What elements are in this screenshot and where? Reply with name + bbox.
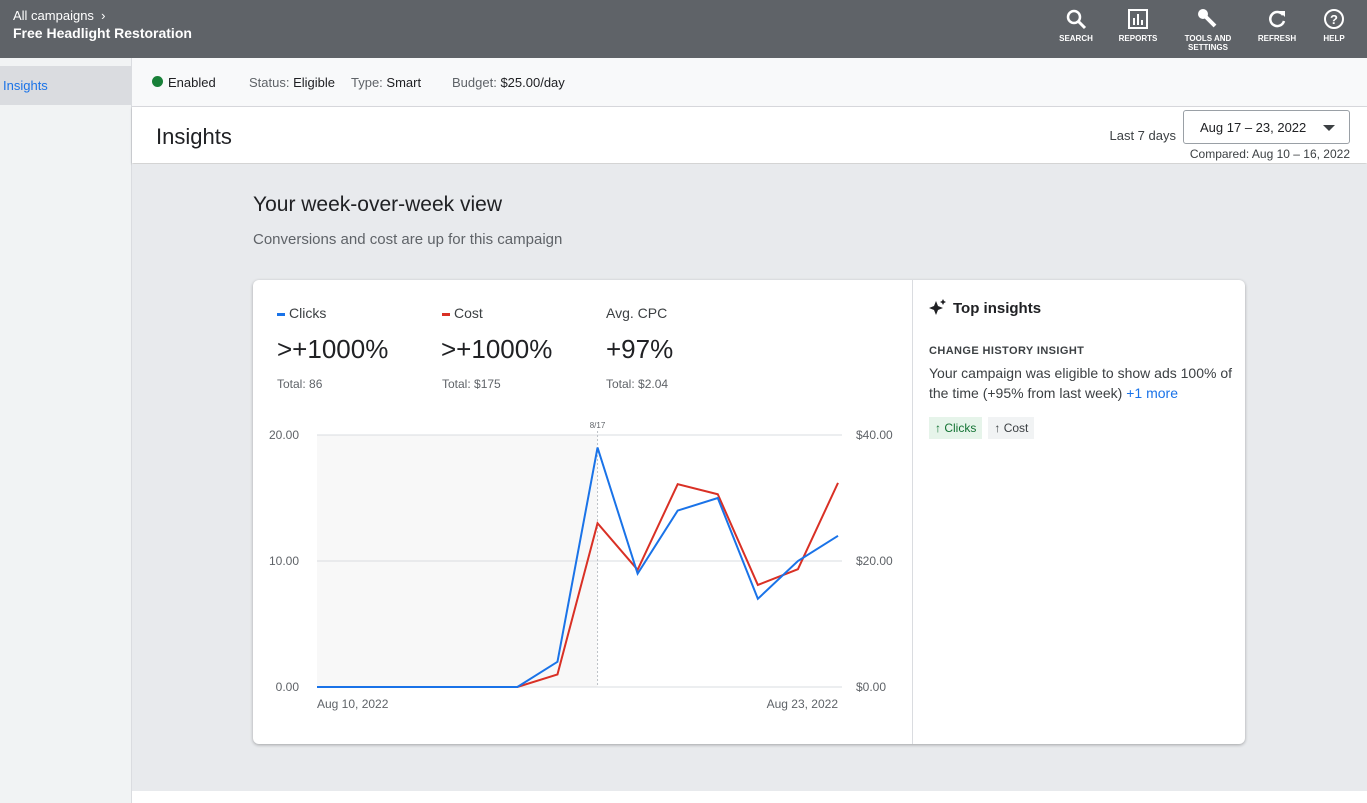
x-tick-label: Aug 10, 2022 [317,697,389,711]
metric-change: +97% [606,334,674,364]
tool-settings[interactable]: TOOLS AND SETTINGS [1172,8,1244,52]
value: $25.00/day [500,75,565,90]
y2-tick-label: $20.00 [856,554,893,568]
legend-label: Clicks [289,305,327,321]
divider [912,280,913,744]
icon [1269,10,1286,28]
svg-text:?: ? [1330,12,1338,27]
summary-title: Your week-over-week view [253,193,502,216]
value: Eligible [293,75,336,90]
range-label: Last 7 days [1109,128,1177,143]
tool-search[interactable]: SEARCH [1041,8,1111,43]
page-header: Insights Last 7 days Aug 17 – 23, 2022 C… [132,107,1367,163]
chips: ↑ Clicks ↑ Cost [929,417,1040,439]
series-line [317,447,839,688]
chip-label: Cost [1003,421,1029,435]
value: Smart [386,75,422,90]
campaign-name: Free Headlight Restoration [13,25,192,41]
y-tick-label: 20.00 [269,428,299,442]
metric-change: >+1000% [441,334,553,364]
label: Budget: [452,75,497,90]
insight-text: Your campaign was eligible to show ads 1… [929,363,1234,403]
status-dot [152,76,163,87]
x-tick-label: Aug 23, 2022 [767,697,839,711]
icon [1128,9,1148,29]
breadcrumb-link[interactable]: All campaigns [13,8,94,23]
icon [1198,9,1217,28]
metric-total: Total: $2.04 [606,377,669,391]
status: Status: Eligible [249,75,335,90]
date-picker[interactable]: Aug 17 – 23, 2022 [1183,110,1350,144]
date-range: Aug 17 – 23, 2022 [1200,120,1307,135]
insights-title: Top insights [929,299,1041,317]
dropdown-arrow [1323,125,1335,131]
more-link[interactable]: +1 more [1126,385,1178,401]
metric-name: Clicks [277,305,326,321]
nav-item[interactable]: Insights [0,66,131,105]
y-tick-label: 0.00 [276,680,300,694]
page-title: Insights [156,124,232,149]
tool-label: REPORTS [1118,34,1158,43]
legend-swatch [442,312,450,316]
card: Clicks Cost Avg. CPC >+1000% >+1000% +97… [253,280,1245,744]
metric-total: Total: $175 [442,377,501,391]
metric-name: Cost [442,305,483,321]
metric-change: >+1000% [277,334,389,364]
breadcrumb[interactable]: All campaigns › [13,8,106,23]
text: Your campaign was eligible to show ads 1… [929,365,1233,401]
budget: Budget: $25.00/day [452,75,565,90]
metric-total: Total: 86 [277,377,323,391]
legend-swatch [277,312,285,316]
tool-reports[interactable]: REPORTS [1103,8,1173,43]
tool-label: SEARCH [1059,34,1093,43]
metric-name: Avg. CPC [606,305,668,321]
chip-label: Clicks [944,421,977,435]
chip[interactable]: ↑ Cost [988,417,1035,439]
tool-label: REFRESH [1257,34,1297,43]
sparkle-icon [929,299,946,315]
insight-label: CHANGE HISTORY INSIGHT [929,345,1085,357]
compared: Compared: Aug 10 – 16, 2022 [1189,147,1350,161]
summary-subtitle: Conversions and cost are up for this cam… [253,231,563,248]
tool-refresh[interactable]: REFRESH [1242,8,1312,43]
tool-label: HELP [1323,34,1345,43]
type: Type: Smart [351,75,421,90]
status-bar: Enabled Status: Eligible Type: Smart Bud… [132,58,1367,107]
y-tick-label: 10.00 [269,554,299,568]
enabled: Enabled [168,75,216,90]
annotation-label: 8/17 [590,421,606,430]
y2-tick-label: $40.00 [856,428,893,442]
title-text: Top insights [953,300,1042,317]
chart: 0.00 10.00 20.00 $0.00 $20.00 $40.00 Aug 10, 2… [269,421,893,711]
tool-label: TOOLS AND SETTINGS [1184,34,1232,52]
sidebar: Insights [0,58,132,803]
label: Status: [249,75,290,90]
icon [1066,9,1087,30]
legend-label: Cost [454,305,483,321]
tool-help[interactable]: ? HELP [1299,8,1367,43]
chip[interactable]: ↑ Clicks [929,417,983,439]
icon: ? [1324,9,1344,29]
top-bar: All campaigns › Free Headlight Restorati… [0,0,1367,58]
y2-tick-label: $0.00 [856,680,886,694]
label: Type: [351,75,383,90]
